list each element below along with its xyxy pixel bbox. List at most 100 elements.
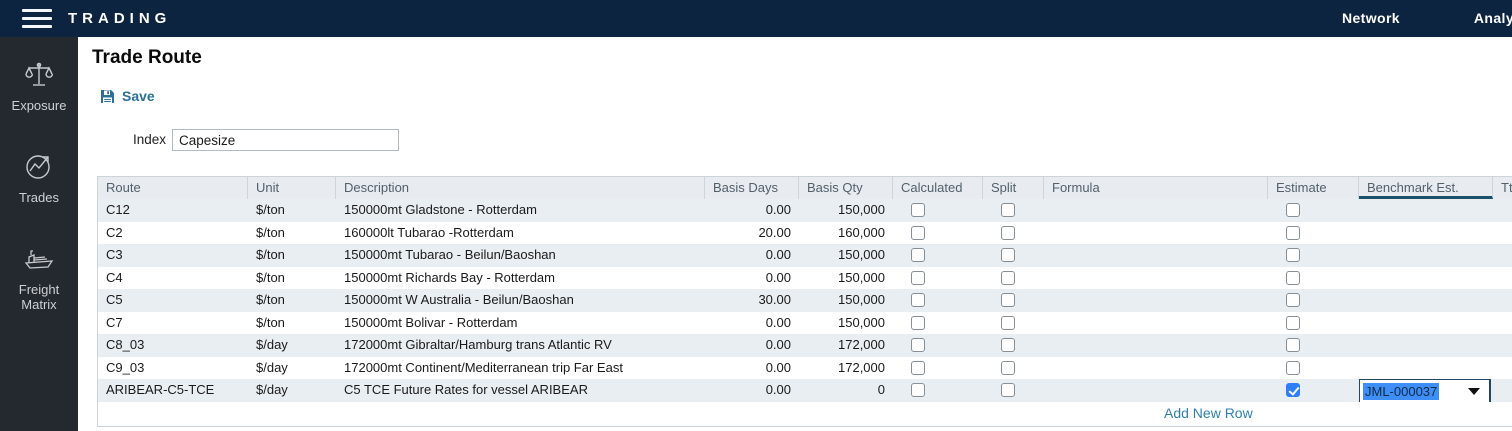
- column-header-split[interactable]: Split: [983, 177, 1044, 199]
- top-bar: TRADING Network Analy: [0, 0, 1512, 37]
- ttl-cell: [1493, 199, 1512, 222]
- split-checkbox[interactable]: [1001, 203, 1015, 217]
- page-title: Trade Route: [92, 47, 202, 68]
- estimate-checkbox[interactable]: [1286, 315, 1300, 330]
- formula-cell: [1044, 379, 1268, 402]
- formula-cell: [1044, 244, 1268, 267]
- estimate-checkbox[interactable]: [1286, 203, 1300, 217]
- estimate-checkbox[interactable]: [1286, 270, 1300, 285]
- table-row: C9_03 $/day 172000mt Continent/Mediterrane…: [98, 356, 1512, 380]
- menu-icon[interactable]: [22, 9, 52, 28]
- table-row: C3 $/ton 150000mt Tubarao - Beilun/Baoshan…: [98, 244, 1512, 267]
- column-header-ttl[interactable]: Ttl: [1501, 180, 1512, 195]
- formula-cell: [1044, 289, 1268, 312]
- basis-qty-cell: 150,000: [838, 202, 885, 217]
- formula-cell: [1044, 222, 1268, 245]
- split-checkbox[interactable]: [1001, 383, 1015, 397]
- unit-cell: $/ton: [256, 269, 285, 285]
- benchmark-select-value: JML-000037: [1363, 382, 1440, 400]
- save-icon: [100, 89, 115, 104]
- column-header-calculated[interactable]: Calculated: [893, 177, 983, 199]
- split-checkbox[interactable]: [1001, 338, 1015, 352]
- calculated-checkbox[interactable]: [911, 315, 925, 330]
- sidebar-item-exposure[interactable]: Exposure: [0, 61, 78, 113]
- basis-days-cell: 0.00: [765, 247, 791, 262]
- sidebar-item-freight-matrix[interactable]: Freight Matrix: [0, 243, 78, 312]
- basis-days-cell: 0.00: [765, 269, 791, 285]
- column-header-estimate[interactable]: Estimate: [1268, 177, 1359, 199]
- route-cell: C3: [106, 247, 123, 262]
- route-cell: C12: [106, 202, 130, 217]
- ttl-cell: [1493, 222, 1512, 245]
- calculated-checkbox[interactable]: [911, 225, 925, 240]
- calculated-checkbox[interactable]: [911, 270, 925, 285]
- column-header-benchmark-est[interactable]: Benchmark Est.: [1359, 177, 1493, 199]
- sidebar-item-trades[interactable]: Trades: [0, 151, 78, 205]
- basis-days-cell: 0.00: [765, 382, 791, 397]
- estimate-checkbox[interactable]: [1286, 338, 1300, 352]
- column-header-formula[interactable]: Formula: [1044, 177, 1268, 199]
- save-button-label: Save: [122, 88, 155, 104]
- calculated-checkbox[interactable]: [911, 338, 925, 352]
- unit-cell: $/day: [256, 359, 288, 375]
- route-cell: ARIBEAR-C5-TCE: [106, 382, 215, 397]
- index-input[interactable]: [172, 129, 399, 151]
- column-header-route[interactable]: Route: [98, 177, 248, 199]
- column-header-basis-qty[interactable]: Basis Qty: [799, 177, 893, 199]
- trades-chart-icon: [0, 151, 78, 184]
- description-cell: 172000mt Gibraltar/Hamburg trans Atlanti…: [344, 337, 612, 352]
- description-cell: 150000mt Gladstone - Rotterdam: [344, 202, 537, 217]
- table-header-row: Route Unit Description Basis Days Basis …: [98, 177, 1512, 199]
- ttl-cell: [1493, 289, 1512, 312]
- estimate-checkbox[interactable]: [1286, 248, 1300, 262]
- column-header-description[interactable]: Description: [336, 177, 705, 199]
- benchmark-select[interactable]: JML-000037: [1359, 379, 1491, 402]
- estimate-checkbox[interactable]: [1286, 225, 1300, 240]
- basis-qty-cell: 160,000: [838, 224, 885, 240]
- table-row: C5 $/ton 150000mt W Australia - Beilun/Bao…: [98, 289, 1512, 312]
- formula-cell: [1044, 312, 1268, 335]
- nav-network[interactable]: Network: [1341, 10, 1400, 26]
- calculated-checkbox[interactable]: [911, 203, 925, 217]
- split-checkbox[interactable]: [1001, 360, 1015, 375]
- column-header-basis-days[interactable]: Basis Days: [705, 177, 799, 199]
- calculated-checkbox[interactable]: [911, 383, 925, 397]
- estimate-checkbox[interactable]: [1286, 293, 1300, 307]
- route-cell: C5: [106, 292, 123, 307]
- column-header-unit[interactable]: Unit: [248, 177, 336, 199]
- calculated-checkbox[interactable]: [911, 293, 925, 307]
- sidebar-item-label: Freight Matrix: [18, 282, 60, 312]
- basis-days-cell: 0.00: [765, 314, 791, 330]
- split-checkbox[interactable]: [1001, 225, 1015, 240]
- table-row: C2 $/ton 160000lt Tubarao -Rotterdam 20.00 1…: [98, 221, 1512, 245]
- split-checkbox[interactable]: [1001, 248, 1015, 262]
- save-button[interactable]: Save: [100, 88, 155, 104]
- scales-icon: [0, 61, 78, 92]
- table-body: C12 $/ton 150000mt Gladstone - Rotterdam 0.…: [98, 199, 1512, 402]
- basis-qty-cell: 0: [877, 382, 885, 397]
- ttl-cell: [1493, 312, 1512, 335]
- ttl-cell: [1493, 334, 1512, 357]
- add-new-row-link[interactable]: Add New Row: [1164, 404, 1253, 421]
- table-row: C8_03 $/day 172000mt Gibraltar/Hamburg tra…: [98, 334, 1512, 357]
- basis-qty-cell: 150,000: [838, 314, 885, 330]
- description-cell: 150000mt W Australia - Beilun/Baoshan: [344, 292, 574, 307]
- unit-cell: $/day: [256, 382, 288, 397]
- split-checkbox[interactable]: [1001, 315, 1015, 330]
- main-content: Trade Route Save Index Route Unit Descri…: [78, 37, 1512, 431]
- ttl-cell: [1493, 357, 1512, 380]
- table-row: C12 $/ton 150000mt Gladstone - Rotterdam 0.…: [98, 199, 1512, 222]
- formula-cell: [1044, 334, 1268, 357]
- split-checkbox[interactable]: [1001, 270, 1015, 285]
- estimate-checkbox[interactable]: [1286, 383, 1300, 397]
- basis-qty-cell: 172,000: [838, 337, 885, 352]
- nav-analytics[interactable]: Analy: [1473, 10, 1512, 26]
- estimate-checkbox[interactable]: [1286, 360, 1300, 375]
- calculated-checkbox[interactable]: [911, 248, 925, 262]
- formula-cell: [1044, 357, 1268, 380]
- calculated-checkbox[interactable]: [911, 360, 925, 375]
- sidebar: Exposure Trades Freight Matrix: [0, 37, 78, 431]
- split-checkbox[interactable]: [1001, 293, 1015, 307]
- unit-cell: $/day: [256, 337, 288, 352]
- route-cell: C7: [106, 314, 123, 330]
